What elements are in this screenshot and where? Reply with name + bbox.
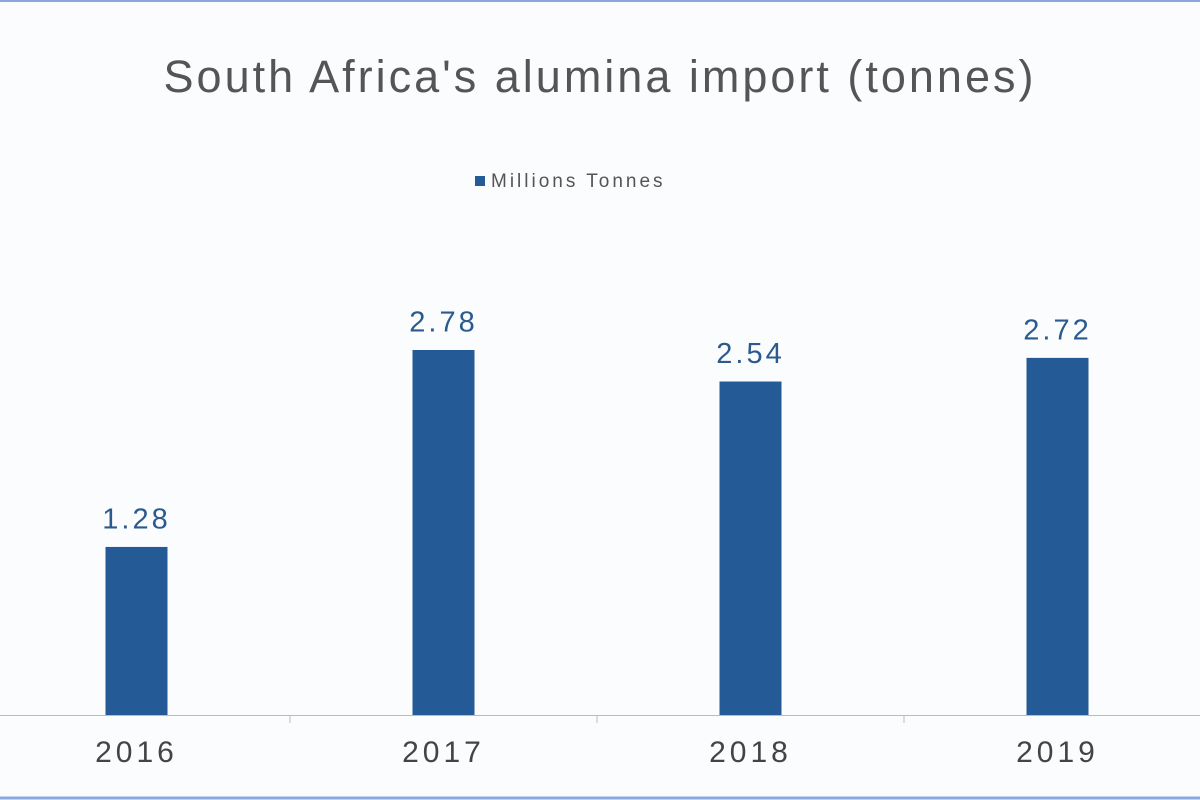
x-tick-label: 2018 <box>709 736 792 769</box>
bar <box>1026 357 1089 715</box>
bar <box>105 546 168 715</box>
data-label: 2.72 <box>1023 315 1091 347</box>
data-label: 2.78 <box>409 307 477 339</box>
data-label: 2.54 <box>716 338 784 370</box>
chart-title: South Africa's alumina import (tonnes) <box>164 51 1037 102</box>
x-tick-label: 2016 <box>95 736 178 769</box>
legend-label: Millions Tonnes <box>491 171 666 192</box>
data-label: 1.28 <box>102 504 170 536</box>
bar <box>719 381 782 715</box>
bar <box>412 350 475 715</box>
x-tick-label: 2017 <box>402 736 485 769</box>
x-tick-label: 2019 <box>1016 736 1099 769</box>
legend-swatch <box>475 176 485 186</box>
